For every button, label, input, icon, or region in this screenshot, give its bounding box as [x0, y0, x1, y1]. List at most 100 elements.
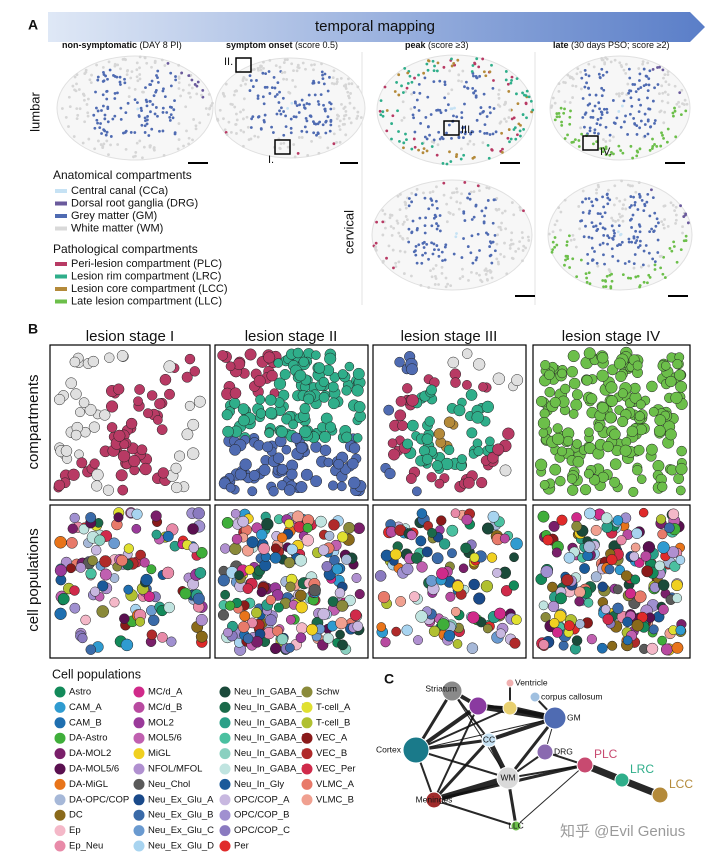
cell-dot	[270, 86, 274, 90]
cell-dot	[169, 71, 173, 75]
cell	[60, 445, 73, 457]
cell	[156, 424, 168, 435]
legend-label: Neu_Ex_Glu_B	[148, 810, 213, 821]
cell-dot	[608, 153, 612, 157]
cell-dot	[402, 272, 406, 275]
cell	[657, 541, 670, 554]
legend-swatch	[133, 686, 145, 698]
cell-dot	[628, 205, 632, 209]
cell-dot	[455, 155, 458, 158]
cell-dot	[483, 269, 487, 272]
cell-dot	[491, 132, 495, 136]
cell	[221, 517, 234, 529]
cell-dot	[204, 107, 208, 110]
cell-dot	[148, 99, 152, 103]
cell-dot	[470, 234, 474, 238]
cell	[434, 478, 445, 489]
cell-dot	[662, 137, 665, 140]
cell-dot	[208, 107, 211, 111]
cell-dot	[510, 231, 514, 235]
arrow-label: temporal mapping	[315, 18, 435, 35]
cell-dot	[619, 149, 623, 152]
cell-dot	[177, 77, 181, 80]
cell	[78, 523, 90, 535]
cell-dot	[661, 133, 664, 137]
cell	[265, 594, 276, 605]
cell-dot	[222, 92, 225, 96]
cell	[325, 421, 337, 433]
cell-dot	[430, 224, 434, 228]
cell-dot	[200, 93, 203, 97]
cell-dot	[679, 113, 683, 117]
cell	[186, 447, 200, 460]
cell-dot	[493, 234, 497, 237]
cell	[466, 642, 479, 654]
cell	[406, 530, 417, 541]
cell-dot	[512, 213, 516, 217]
cell-dot	[73, 75, 77, 79]
cell	[437, 618, 450, 631]
cell	[671, 641, 684, 654]
cell	[466, 427, 478, 439]
cell-dot	[612, 121, 616, 125]
cell-dot	[161, 111, 165, 114]
cell	[571, 635, 583, 646]
cell-dot	[398, 234, 402, 238]
cell-dot	[639, 103, 643, 107]
cell	[87, 355, 99, 368]
cell	[499, 533, 510, 544]
cell-dot	[338, 140, 342, 144]
cell	[102, 484, 114, 496]
cell-dot	[145, 122, 149, 126]
cell	[602, 440, 614, 453]
cell	[217, 350, 228, 361]
node-label: LCC	[669, 777, 693, 791]
cell-dot	[568, 266, 572, 269]
legend-swatch	[133, 717, 145, 729]
cell	[673, 473, 685, 485]
cell	[539, 408, 550, 419]
cell-dot	[142, 145, 146, 149]
edge	[488, 716, 556, 742]
cell-dot	[407, 204, 411, 208]
cell-dot	[594, 93, 598, 97]
cell-dot	[508, 140, 511, 144]
cell	[638, 507, 649, 518]
cell-dot	[587, 235, 591, 239]
legend-label: Schw	[316, 687, 339, 698]
cell-dot	[488, 70, 492, 74]
cell-dot	[350, 82, 354, 86]
cell-dot	[289, 117, 293, 121]
cell-dot	[573, 138, 577, 142]
node-label: CC	[483, 734, 495, 744]
cell	[299, 403, 311, 414]
cell-dot	[431, 59, 435, 63]
cell	[116, 554, 128, 567]
legend: Central canal (CCa)Dorsal root ganglia (…	[55, 185, 198, 234]
cell	[266, 370, 278, 382]
cell-dot	[600, 215, 604, 219]
cell	[460, 542, 472, 554]
cell-dot	[116, 63, 120, 67]
cell-dot	[326, 89, 330, 93]
legend-label: Lesion rim compartment (LRC)	[71, 270, 221, 282]
cell	[409, 591, 420, 602]
cell-dot	[400, 84, 403, 88]
cell	[54, 536, 67, 549]
cell-dot	[71, 84, 75, 88]
cell	[556, 514, 568, 526]
cell-dot	[281, 96, 285, 100]
cell-dot	[435, 244, 439, 247]
cell-dot	[426, 95, 430, 99]
cell	[622, 616, 633, 628]
cell-dot	[657, 221, 660, 225]
cell-dot	[300, 136, 304, 139]
cell	[397, 420, 408, 431]
cell	[461, 514, 473, 526]
cell-dot	[633, 122, 637, 125]
cell	[319, 444, 332, 457]
cell-dot	[666, 73, 670, 77]
cell-dot	[620, 240, 624, 244]
cell-dot	[450, 107, 454, 111]
cell	[636, 474, 647, 485]
